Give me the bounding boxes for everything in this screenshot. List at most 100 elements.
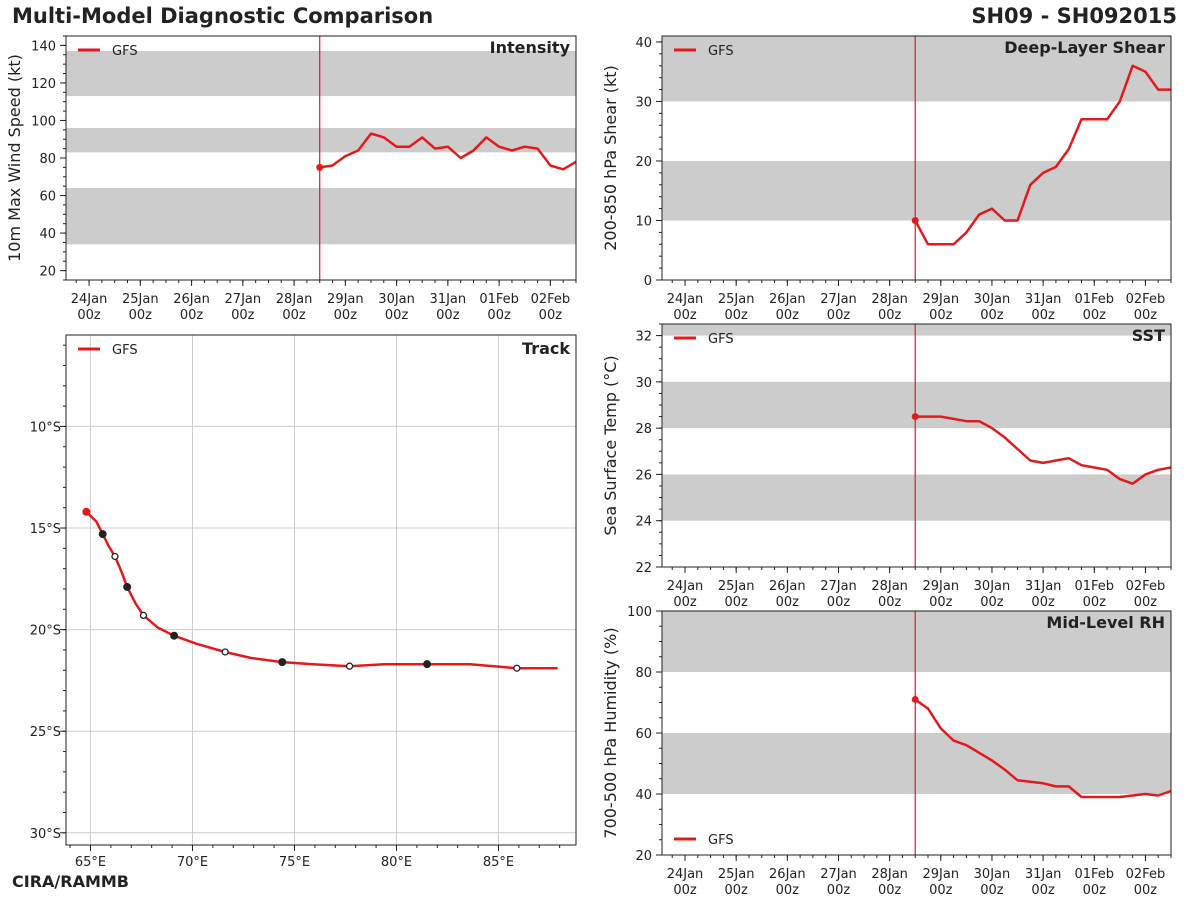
x-tick-date: 01Feb bbox=[1074, 579, 1114, 594]
x-tick-date: 28Jan bbox=[871, 579, 908, 594]
x-tick-date: 26Jan bbox=[769, 867, 806, 882]
x-tick-date: 29Jan bbox=[923, 867, 960, 882]
x-tick-hour: 00z bbox=[1083, 883, 1107, 898]
x-tick-hour: 00z bbox=[929, 883, 953, 898]
x-tick-date: 24Jan bbox=[71, 292, 108, 307]
track-marker-filled bbox=[98, 530, 107, 539]
x-tick-hour: 00z bbox=[980, 595, 1004, 610]
x-tick-date: 30Jan bbox=[974, 579, 1011, 594]
y-tick-label: 32 bbox=[635, 330, 652, 345]
y-axis-label: 200-850 hPa Shear (kt) bbox=[601, 65, 620, 251]
x-tick-date: 27Jan bbox=[820, 867, 857, 882]
x-tick-hour: 00z bbox=[724, 883, 748, 898]
track-marker-filled bbox=[278, 658, 287, 667]
y-tick-label: 80 bbox=[39, 152, 56, 167]
panel-title: Deep-Layer Shear bbox=[1004, 38, 1165, 57]
y-axis-label: 700-500 hPa Humidity (%) bbox=[601, 627, 620, 838]
x-tick-date: 01Feb bbox=[1074, 292, 1114, 307]
track-marker-filled bbox=[423, 660, 432, 669]
x-tick-date: 30Jan bbox=[974, 292, 1011, 307]
x-tick-date: 30Jan bbox=[378, 292, 415, 307]
x-tick-date: 01Feb bbox=[479, 292, 519, 307]
track-marker-open bbox=[139, 611, 148, 620]
x-tick-hour: 00z bbox=[929, 308, 953, 323]
y-tick-label: 20 bbox=[39, 265, 56, 280]
x-tick-hour: 00z bbox=[77, 308, 101, 323]
x-tick-date: 27Jan bbox=[820, 579, 857, 594]
track-panel: 65°E 70°E 75°E 80°E 85°E 10°S 15°S 20°S 25°S 30°S… bbox=[30, 334, 577, 870]
y-tick-label: 80 bbox=[635, 666, 652, 681]
threshold-band bbox=[662, 733, 1171, 794]
x-tick-hour: 00z bbox=[539, 308, 563, 323]
x-tick-hour: 00z bbox=[1134, 883, 1158, 898]
legend-label: GFS bbox=[112, 44, 138, 59]
x-tick-date: 31Jan bbox=[1025, 579, 1062, 594]
x-tick-hour: 00z bbox=[673, 883, 697, 898]
y-tick-label: 24 bbox=[635, 515, 652, 530]
x-tick-date: 26Jan bbox=[173, 292, 210, 307]
x-tick-date: 31Jan bbox=[1025, 292, 1062, 307]
sst-panel: 22242628303224Jan00z25Jan00z26Jan00z27Ja… bbox=[601, 323, 1172, 610]
threshold-band bbox=[662, 474, 1171, 521]
threshold-band bbox=[66, 127, 576, 153]
y-tick-label: 10°S bbox=[30, 420, 61, 435]
x-tick-date: 30Jan bbox=[974, 867, 1011, 882]
x-tick-date: 28Jan bbox=[871, 292, 908, 307]
y-tick-label: 10 bbox=[635, 214, 652, 229]
y-tick-label: 40 bbox=[39, 227, 56, 242]
x-tick-hour: 00z bbox=[1083, 308, 1107, 323]
x-tick-hour: 00z bbox=[776, 595, 800, 610]
series-line-gfs bbox=[319, 132, 577, 171]
page-title: Multi-Model Diagnostic Comparison bbox=[12, 4, 434, 28]
rh-panel: 2040608010024Jan00z25Jan00z26Jan00z27Jan… bbox=[601, 605, 1172, 898]
y-tick-label: 40 bbox=[635, 36, 652, 51]
x-tick-hour: 00z bbox=[673, 595, 697, 610]
x-tick-date: 24Jan bbox=[667, 579, 704, 594]
x-tick-hour: 00z bbox=[827, 595, 851, 610]
panel-title: Mid-Level RH bbox=[1046, 613, 1165, 632]
x-tick-hour: 00z bbox=[878, 308, 902, 323]
x-tick-hour: 00z bbox=[180, 308, 204, 323]
threshold-band bbox=[662, 381, 1171, 429]
x-tick-hour: 00z bbox=[878, 595, 902, 610]
x-tick-date: 25Jan bbox=[718, 579, 755, 594]
x-tick-date: 01Feb bbox=[1074, 867, 1114, 882]
x-tick-hour: 00z bbox=[231, 308, 255, 323]
x-tick-hour: 00z bbox=[1134, 595, 1158, 610]
panel-title: Intensity bbox=[490, 38, 571, 57]
panel-title: SST bbox=[1132, 326, 1165, 345]
x-tick-date: 25Jan bbox=[718, 867, 755, 882]
y-tick-label: 30°S bbox=[30, 827, 61, 842]
x-tick-label: 85°E bbox=[483, 855, 514, 870]
plot-frame bbox=[661, 35, 1172, 281]
x-tick-date: 02Feb bbox=[1126, 579, 1166, 594]
x-tick-date: 27Jan bbox=[820, 292, 857, 307]
x-tick-date: 31Jan bbox=[430, 292, 467, 307]
y-tick-label: 20 bbox=[635, 849, 652, 864]
y-tick-label: 120 bbox=[31, 77, 56, 92]
x-tick-date: 29Jan bbox=[923, 579, 960, 594]
y-tick-label: 15°S bbox=[30, 522, 61, 537]
plot-frame bbox=[661, 323, 1172, 568]
legend-label: GFS bbox=[112, 343, 138, 358]
y-tick-label: 20°S bbox=[30, 624, 61, 639]
intensity-panel: 2040608010012014024Jan00z25Jan00z26Jan00… bbox=[5, 35, 577, 323]
x-tick-date: 02Feb bbox=[531, 292, 571, 307]
x-tick-date: 28Jan bbox=[276, 292, 313, 307]
track-line-gfs bbox=[85, 510, 558, 670]
x-tick-label: 75°E bbox=[279, 855, 310, 870]
series-line-gfs bbox=[914, 64, 1171, 246]
x-tick-label: 80°E bbox=[381, 855, 412, 870]
x-tick-hour: 00z bbox=[776, 883, 800, 898]
x-tick-date: 29Jan bbox=[923, 292, 960, 307]
x-tick-hour: 00z bbox=[827, 883, 851, 898]
y-axis-label: Sea Surface Temp (°C) bbox=[601, 355, 620, 535]
plot-frame bbox=[65, 334, 577, 846]
y-tick-label: 28 bbox=[635, 422, 652, 437]
x-tick-hour: 00z bbox=[282, 308, 306, 323]
x-tick-date: 24Jan bbox=[667, 292, 704, 307]
series-line-gfs bbox=[915, 415, 1172, 485]
series-line-gfs bbox=[914, 698, 1172, 799]
x-tick-hour: 00z bbox=[1031, 308, 1055, 323]
x-tick-hour: 00z bbox=[487, 308, 511, 323]
